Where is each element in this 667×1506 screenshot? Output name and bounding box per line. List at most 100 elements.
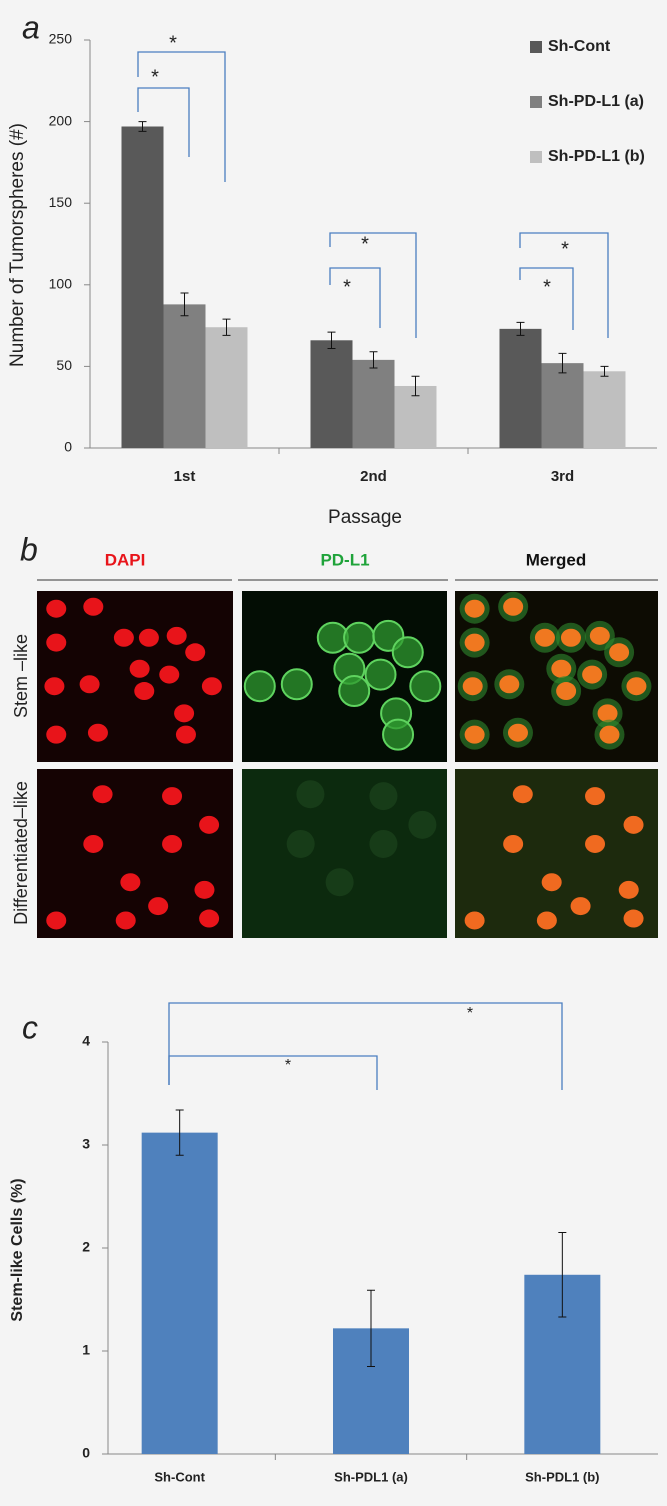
nucleus xyxy=(609,643,630,662)
bar xyxy=(163,304,206,448)
nucleus xyxy=(618,880,639,899)
cell xyxy=(369,782,398,811)
error-bar xyxy=(369,351,378,369)
panel-label: b xyxy=(20,531,38,567)
nucleus xyxy=(46,911,67,930)
nucleus xyxy=(201,677,222,696)
nucleus xyxy=(623,815,644,834)
nucleus xyxy=(162,787,183,806)
significance-star: * xyxy=(561,238,569,260)
nucleus xyxy=(46,599,67,618)
nucleus xyxy=(166,626,187,645)
nucleus xyxy=(46,633,67,652)
nucleus xyxy=(148,897,169,916)
cell xyxy=(280,668,313,701)
cell xyxy=(408,810,437,839)
cell xyxy=(286,829,315,858)
nucleus xyxy=(570,897,591,916)
nucleus xyxy=(115,911,136,930)
error-bar xyxy=(516,321,525,336)
y-tick-label: 100 xyxy=(49,276,73,292)
x-tick-label: 1st xyxy=(174,468,196,485)
nucleus xyxy=(159,665,180,684)
y-tick-label: 250 xyxy=(49,31,73,47)
bar xyxy=(310,340,353,448)
nucleus xyxy=(138,628,159,647)
nucleus xyxy=(499,675,520,694)
significance-star: * xyxy=(467,1005,473,1022)
x-axis-title: Passage xyxy=(328,507,402,528)
nucleus xyxy=(582,665,603,684)
error-bar xyxy=(411,375,420,397)
legend-swatch xyxy=(530,151,542,163)
nucleus xyxy=(83,834,104,853)
nucleus xyxy=(185,643,206,662)
error-bar xyxy=(600,365,609,377)
micrograph xyxy=(242,769,447,938)
significance-bracket xyxy=(329,232,417,338)
cell xyxy=(338,675,371,708)
nucleus xyxy=(534,628,555,647)
nucleus xyxy=(46,725,67,744)
y-tick-label: 4 xyxy=(82,1033,90,1049)
nucleus xyxy=(589,626,610,645)
significance-bracket xyxy=(329,267,381,328)
x-tick-label: 2nd xyxy=(360,468,387,485)
legend-label: Sh-PD-L1 (b) xyxy=(548,148,645,165)
cell xyxy=(343,621,376,654)
nucleus xyxy=(175,725,196,744)
nucleus xyxy=(113,628,134,647)
nucleus xyxy=(199,909,220,928)
column-header: Merged xyxy=(526,550,586,569)
x-tick-label: Sh-PDL1 (a) xyxy=(334,1469,408,1484)
y-axis-title: Number of Tumorspheres (#) xyxy=(7,123,28,367)
column-header: PD-L1 xyxy=(320,550,369,569)
nucleus xyxy=(556,682,577,701)
nucleus xyxy=(83,597,104,616)
bar xyxy=(394,385,437,448)
y-tick-label: 0 xyxy=(82,1445,90,1461)
bar xyxy=(352,359,395,448)
y-tick-label: 150 xyxy=(49,194,73,210)
legend-label: Sh-PD-L1 (a) xyxy=(548,93,644,110)
y-tick-label: 3 xyxy=(82,1136,90,1152)
nucleus xyxy=(597,704,618,723)
cell xyxy=(382,718,415,751)
significance-bracket xyxy=(137,87,190,157)
x-tick-label: Sh-PDL1 (b) xyxy=(525,1469,599,1484)
cell xyxy=(325,868,354,897)
error-bar xyxy=(180,292,189,317)
nucleus xyxy=(541,873,562,892)
nucleus xyxy=(512,785,533,804)
cell xyxy=(391,636,424,669)
row-label: Stem –like xyxy=(11,634,31,718)
bar xyxy=(205,327,248,448)
micrograph xyxy=(37,769,233,938)
nucleus xyxy=(626,677,647,696)
nucleus xyxy=(536,911,557,930)
nucleus xyxy=(464,599,485,618)
nucleus xyxy=(462,677,483,696)
significance-bracket xyxy=(168,1002,563,1090)
significance-star: * xyxy=(343,276,351,298)
significance-bracket xyxy=(168,1055,378,1090)
legend-label: Sh-Cont xyxy=(548,38,611,55)
nucleus xyxy=(599,725,620,744)
significance-star: * xyxy=(169,32,177,54)
error-bar xyxy=(175,1109,184,1156)
panel-label: a xyxy=(22,9,40,45)
significance-star: * xyxy=(543,276,551,298)
bar xyxy=(583,371,626,448)
cell xyxy=(369,829,398,858)
y-tick-label: 2 xyxy=(82,1239,90,1255)
nucleus xyxy=(199,815,220,834)
legend-swatch xyxy=(530,96,542,108)
nucleus xyxy=(507,723,528,742)
nucleus xyxy=(194,880,215,899)
nucleus xyxy=(464,633,485,652)
nucleus xyxy=(585,787,606,806)
significance-bracket xyxy=(519,232,609,338)
significance-bracket xyxy=(137,51,226,182)
micrograph xyxy=(455,769,658,938)
nucleus xyxy=(503,834,524,853)
